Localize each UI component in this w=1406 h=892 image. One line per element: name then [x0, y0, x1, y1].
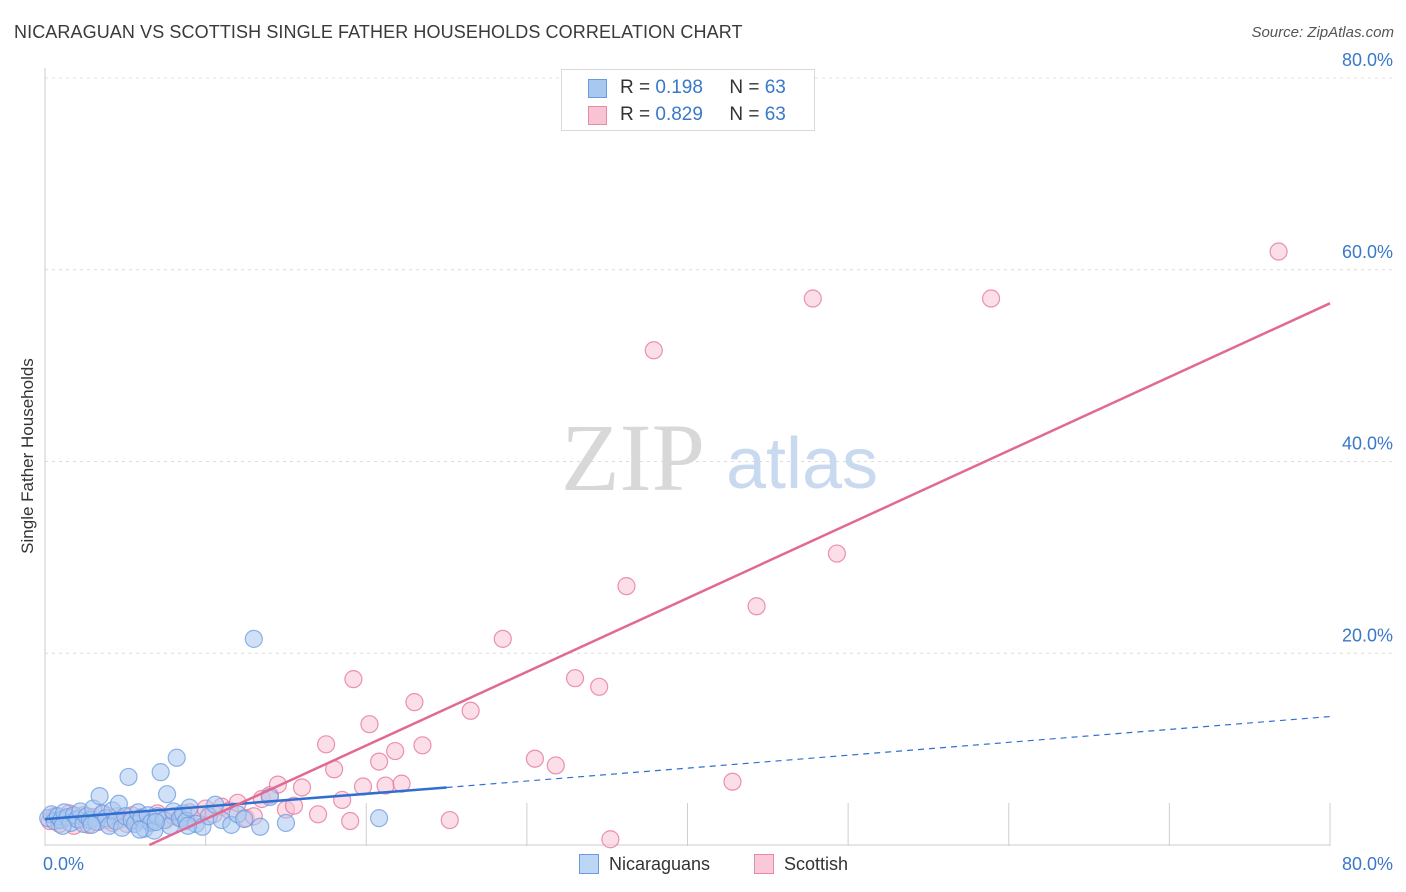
legend-item-scottish[interactable]: Scottish — [754, 851, 848, 877]
point-scottish — [360, 715, 379, 734]
legend-n-label: N = — [729, 104, 760, 125]
point-scottish — [1269, 242, 1288, 261]
point-nicaraguans — [157, 785, 177, 804]
correlation-legend: R = 0.198 N = 63 R = 0.829 N = 63 — [561, 69, 815, 131]
point-nicaraguans — [235, 810, 254, 829]
legend-r-label: R = — [620, 77, 651, 98]
y-tick-label: 80.0% — [1342, 50, 1393, 70]
point-scottish — [617, 577, 636, 596]
point-nicaraguans — [167, 748, 186, 767]
trend-lines — [44, 302, 1331, 847]
point-nicaraguans — [244, 629, 263, 648]
legend-swatch-nicaraguans — [579, 854, 599, 874]
legend-swatch-scottish — [754, 854, 774, 874]
point-nicaraguans — [90, 787, 109, 806]
legend-swatch-scottish — [588, 105, 607, 125]
series-legend: Nicaraguans Scottish — [0, 851, 1406, 877]
y-tick-label: 40.0% — [1342, 434, 1393, 454]
point-scottish — [747, 597, 766, 616]
legend-r-value: 0.198 — [655, 77, 703, 98]
point-scottish — [341, 811, 360, 831]
point-nicaraguans — [276, 813, 296, 833]
trend-line-nicaraguans — [44, 786, 447, 821]
point-scottish — [590, 677, 609, 696]
tick-labels: 20.0% 40.0% 60.0% 80.0% 0.0% 80.0% — [43, 50, 1393, 874]
trend-line-nicaraguans-extension — [446, 715, 1331, 789]
point-nicaraguans — [119, 767, 138, 787]
point-scottish — [440, 810, 459, 830]
y-tick-label: 20.0% — [1342, 625, 1393, 645]
y-tick-label: 60.0% — [1342, 242, 1393, 262]
watermark-atlas: atlas — [726, 424, 878, 504]
point-scottish — [461, 701, 480, 720]
x-tick-label: 80.0% — [1342, 854, 1393, 874]
point-nicaraguans — [370, 809, 389, 828]
legend-swatch-nicaraguans — [588, 78, 607, 98]
point-nicaraguans — [151, 763, 170, 782]
legend-r-value: 0.829 — [655, 104, 703, 125]
legend-n-value: 63 — [764, 77, 786, 98]
point-scottish — [493, 629, 512, 648]
point-scottish — [386, 741, 405, 761]
source-label: Source: ZipAtlas.com — [1251, 24, 1394, 41]
chart-title: NICARAGUAN VS SCOTTISH SINGLE FATHER HOU… — [14, 22, 743, 42]
trend-line-scottish — [148, 302, 1331, 847]
x-tick-label: 0.0% — [43, 854, 84, 874]
legend-label-scottish: Scottish — [784, 853, 849, 874]
point-scottish — [601, 830, 620, 849]
legend-label-nicaraguans: Nicaraguans — [609, 853, 711, 874]
legend-r-label: R = — [620, 104, 651, 125]
point-scottish — [723, 772, 742, 791]
point-scottish — [405, 693, 424, 712]
watermark-zip: ZIP — [561, 404, 705, 511]
point-scottish — [316, 735, 336, 754]
point-nicaraguans — [146, 812, 165, 832]
scatter-points — [39, 242, 1288, 849]
legend-n-label: N = — [729, 77, 760, 98]
point-scottish — [565, 669, 585, 688]
point-nicaraguans — [82, 815, 101, 834]
watermark: ZIP atlas — [561, 404, 878, 511]
point-scottish — [546, 756, 565, 775]
point-nicaraguans — [53, 816, 72, 835]
point-nicaraguans — [251, 817, 270, 836]
point-scottish — [370, 752, 389, 771]
point-scottish — [827, 544, 846, 563]
point-scottish — [344, 670, 363, 689]
y-axis-label: Single Father Households — [18, 358, 37, 554]
point-scottish — [413, 736, 432, 755]
point-scottish — [644, 341, 663, 360]
point-scottish — [803, 289, 822, 308]
point-scottish — [308, 805, 328, 824]
point-scottish — [981, 289, 1001, 308]
point-scottish — [525, 749, 545, 768]
legend-item-nicaraguans[interactable]: Nicaraguans — [579, 851, 710, 877]
point-nicaraguans — [130, 820, 149, 839]
point-scottish — [284, 796, 304, 815]
legend-n-value: 63 — [764, 104, 786, 125]
point-scottish — [292, 778, 312, 797]
